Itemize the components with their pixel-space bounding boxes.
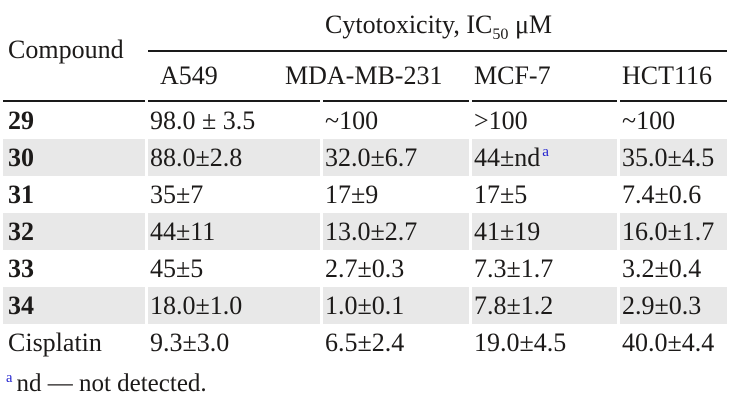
column-header-a549: A549 — [148, 52, 320, 102]
value-cell: 40.0±4.4 — [622, 328, 715, 357]
value-cell: 2.7±0.3 — [325, 254, 405, 283]
value-cell: 13.0±2.7 — [323, 213, 469, 250]
cytotoxicity-table: Compound Cytotoxicity, IC50 μM A549 MDA-… — [3, 0, 728, 361]
column-header-mcf-7: MCF-7 — [472, 52, 617, 102]
table-body: 29 98.0 ± 3.5 ~100 >100 ~100 30 88.0±2.8 32.0±6… — [3, 102, 728, 361]
value-cell: 3.2±0.4 — [622, 254, 702, 283]
value-cell: 18.0±1.0 — [148, 287, 320, 324]
value-cell: 32.0±6.7 — [323, 139, 469, 176]
span-header-cytotoxicity: Cytotoxicity, IC50 μM — [148, 0, 728, 52]
span-header-text-prefix: Cytotoxicity, IC — [325, 10, 493, 39]
span-header-text-suffix: μM — [508, 10, 553, 39]
value-cell: 88.0±2.8 — [148, 139, 320, 176]
table-row: 33 45±5 2.7±0.3 7.3±1.7 3.2±0.4 — [3, 250, 727, 287]
column-header-hct116: HCT116 — [620, 52, 728, 102]
value-cell: 98.0 ± 3.5 — [150, 106, 256, 135]
value-cell: 7.3±1.7 — [474, 254, 554, 283]
value-cell: 45±5 — [150, 254, 204, 283]
compound-cell: 33 — [8, 254, 34, 283]
header-row-span: Compound Cytotoxicity, IC50 μM — [3, 0, 728, 102]
value-cell: 35.0±4.5 — [620, 139, 728, 176]
column-header-mda-mb-231: MDA-MB-231 — [285, 52, 469, 102]
value-cell: 35±7 — [150, 180, 204, 209]
value-cell: ~100 — [622, 106, 676, 135]
footnote: a nd — not detected. — [6, 370, 730, 397]
value-cell: 17±9 — [325, 180, 379, 209]
compound-cell: 29 — [8, 106, 34, 135]
header-row-cell-lines: A549 MDA-MB-231 MCF-7 HCT116 — [3, 52, 728, 102]
footnote-text: nd — not detected. — [16, 370, 207, 397]
value-cell: 41±19 — [472, 213, 617, 250]
compound-cell: 30 — [3, 139, 145, 176]
table-row: 30 88.0±2.8 32.0±6.7 44±nd a 35.0±4.5 — [3, 139, 728, 176]
value-cell: 7.4±0.6 — [622, 180, 702, 209]
footnote-marker[interactable]: a — [542, 144, 549, 161]
compound-cell: 32 — [3, 213, 145, 250]
value-cell: 44±11 — [148, 213, 320, 250]
value-cell: 2.9±0.3 — [620, 287, 728, 324]
table-header: Compound Cytotoxicity, IC50 μM A549 MDA-… — [3, 0, 728, 102]
page: Compound Cytotoxicity, IC50 μM A549 MDA-… — [3, 0, 730, 397]
compound-cell: Cisplatin — [8, 328, 102, 357]
value-cell: 6.5±2.4 — [325, 328, 405, 357]
table-row: 32 44±11 13.0±2.7 41±19 16.0±1.7 — [3, 213, 728, 250]
value-cell: 1.0±0.1 — [323, 287, 469, 324]
table-row: Cisplatin 9.3±3.0 6.5±2.4 19.0±4.5 40.0±4.4 — [3, 324, 727, 361]
value-cell: >100 — [474, 106, 528, 135]
value-cell: 16.0±1.7 — [620, 213, 728, 250]
compound-cell: 31 — [8, 180, 34, 209]
compound-cell: 34 — [3, 287, 145, 324]
compound-column-header: Compound — [3, 0, 145, 102]
table-row: 31 35±7 17±9 17±5 7.4±0.6 — [3, 176, 727, 213]
value-cell: 9.3±3.0 — [150, 328, 230, 357]
ic50-subscript: 50 — [492, 26, 509, 44]
value-cell: 7.8±1.2 — [472, 287, 617, 324]
table-row: 34 18.0±1.0 1.0±0.1 7.8±1.2 2.9±0.3 — [3, 287, 728, 324]
table-row: 29 98.0 ± 3.5 ~100 >100 ~100 — [3, 102, 727, 139]
value-cell: 19.0±4.5 — [474, 328, 567, 357]
value-cell: 17±5 — [474, 180, 528, 209]
footnote-marker[interactable]: a — [6, 369, 13, 386]
value-cell: ~100 — [325, 106, 379, 135]
value-cell: 44±nd a — [472, 139, 617, 176]
